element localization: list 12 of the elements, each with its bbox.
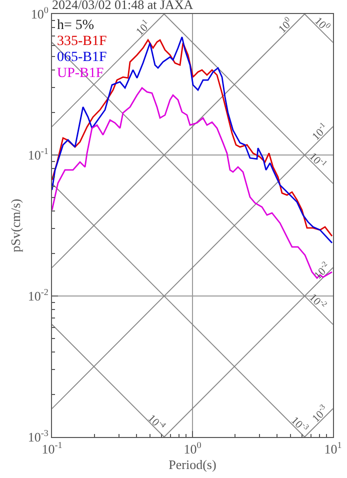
series-label: 065-B1F bbox=[57, 50, 107, 65]
y-axis-title: pSv(cm/s) bbox=[8, 198, 23, 252]
series-label: 335-B1F bbox=[57, 34, 107, 49]
y-tick-label: 10$^{0}$ bbox=[30, 5, 49, 22]
text: UP-B1F bbox=[57, 66, 104, 81]
y-tick-label: 10$^{-2}$ bbox=[28, 287, 49, 304]
x-axis-title: Period(s) bbox=[168, 457, 216, 472]
legend-title: h= 5% bbox=[57, 18, 94, 33]
y-tick-label: 10$^{-1}$ bbox=[28, 146, 48, 163]
x-tick-label: 10$^{0}$ bbox=[184, 440, 202, 457]
chart-title: 2024/03/02 01:48 at JAXA bbox=[52, 0, 194, 12]
x-tick-label: 10$^{1}$ bbox=[324, 440, 342, 457]
